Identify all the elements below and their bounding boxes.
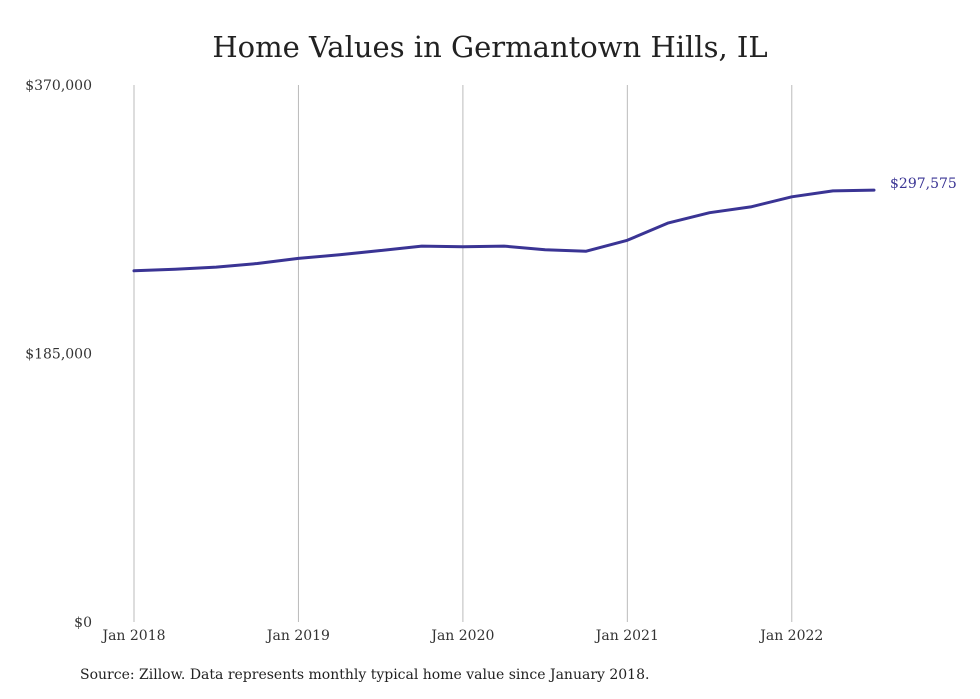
x-tick-label: Jan 2020 — [429, 628, 494, 644]
x-axis-ticks: Jan 2018 Jan 2019 Jan 2020 Jan 2021 Jan 2022 — [100, 628, 823, 644]
grid-lines — [133, 85, 793, 622]
x-tick-label: Jan 2018 — [100, 628, 165, 644]
x-tick-label: Jan 2019 — [265, 628, 330, 644]
line-chart: $370,000$185,000$0 Jan 2018 Jan 2019 Jan 2… — [25, 78, 957, 644]
y-tick-label: $370,000 — [25, 78, 92, 94]
y-axis-ticks: $370,000 $185,000 $0 — [25, 78, 92, 631]
series-line-1 — [132, 188, 876, 273]
end-value-label: $297,575 — [890, 176, 957, 192]
x-tick-label: Jan 2022 — [758, 628, 823, 644]
x-tick-label: Jan 2021 — [594, 628, 659, 644]
y-tick-label: $185,000 — [25, 347, 92, 363]
chart-title: Home Values in Germantown Hills, IL — [212, 30, 768, 64]
y-tick-label: $0 — [74, 615, 92, 631]
source-note: Source: Zillow. Data represents monthly … — [80, 667, 650, 683]
series-layer: $297,575 — [132, 176, 957, 273]
